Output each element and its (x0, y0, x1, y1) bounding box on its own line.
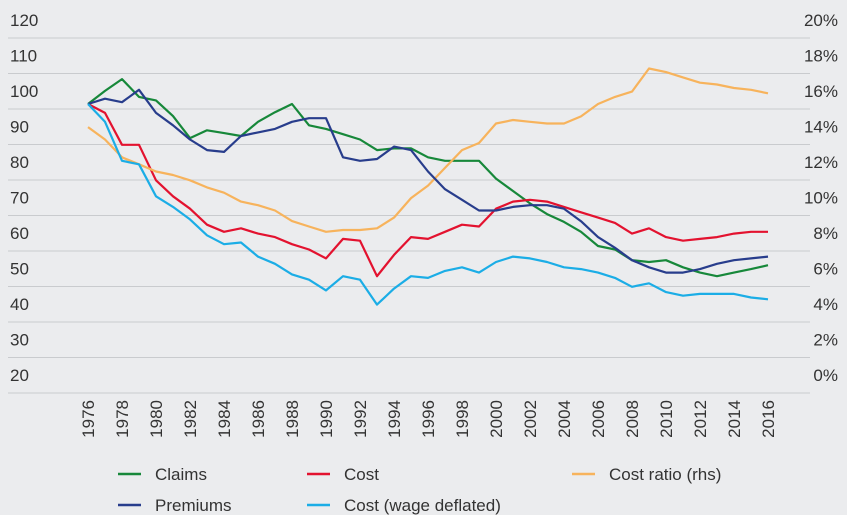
x-tick-label: 1994 (385, 400, 404, 438)
y2-tick-label: 14% (804, 118, 838, 137)
legend-label: Claims (155, 465, 207, 484)
x-tick-label: 1984 (215, 400, 234, 438)
y-tick-label: 20 (10, 366, 29, 385)
x-tick-label: 1988 (283, 400, 302, 438)
x-tick-label: 2012 (691, 400, 710, 438)
y2-tick-label: 0% (813, 366, 838, 385)
y2-tick-label: 20% (804, 11, 838, 30)
y2-tick-label: 8% (813, 224, 838, 243)
x-tick-label: 2008 (623, 400, 642, 438)
y2-tick-label: 2% (813, 331, 838, 350)
x-tick-label: 2000 (487, 400, 506, 438)
series-line (87, 88, 769, 274)
y2-tick-label: 10% (804, 189, 838, 208)
series-line (87, 67, 769, 233)
y2-tick-label: 4% (813, 295, 838, 314)
x-tick-label: 2004 (555, 400, 574, 438)
series-line (87, 103, 769, 306)
legend-label: Premiums (155, 496, 232, 515)
legend-label: Cost (344, 465, 379, 484)
y2-tick-label: 16% (804, 82, 838, 101)
x-tick-label: 1990 (317, 400, 336, 438)
y-tick-label: 70 (10, 189, 29, 208)
y-tick-label: 110 (10, 47, 37, 66)
legend-label: Cost ratio (rhs) (609, 465, 721, 484)
series-line (87, 78, 769, 278)
x-tick-label: 2014 (725, 400, 744, 438)
x-tick-label: 1978 (113, 400, 132, 438)
x-tick-label: 1998 (453, 400, 472, 438)
x-tick-label: 1992 (351, 400, 370, 438)
x-tick-label: 2002 (521, 400, 540, 438)
y-tick-label: 120 (10, 11, 38, 30)
x-tick-label: 2006 (589, 400, 608, 438)
y-tick-label: 40 (10, 295, 29, 314)
x-tick-label: 1986 (249, 400, 268, 438)
y-tick-label: 30 (10, 331, 29, 350)
y2-tick-label: 6% (813, 260, 838, 279)
y-tick-label: 50 (10, 260, 29, 279)
x-tick-label: 1980 (147, 400, 166, 438)
x-tick-label: 1976 (79, 400, 98, 438)
y-tick-label: 80 (10, 153, 29, 172)
x-tick-label: 2010 (657, 400, 676, 438)
y-tick-label: 60 (10, 224, 29, 243)
legend-label: Cost (wage deflated) (344, 496, 501, 515)
y-tick-label: 90 (10, 118, 29, 137)
y2-tick-label: 12% (804, 153, 838, 172)
x-tick-label: 2016 (759, 400, 778, 438)
x-tick-label: 1996 (419, 400, 438, 438)
series-line (87, 103, 768, 278)
x-tick-label: 1982 (181, 400, 200, 438)
y2-tick-label: 18% (804, 47, 838, 66)
y-tick-label: 100 (10, 82, 38, 101)
